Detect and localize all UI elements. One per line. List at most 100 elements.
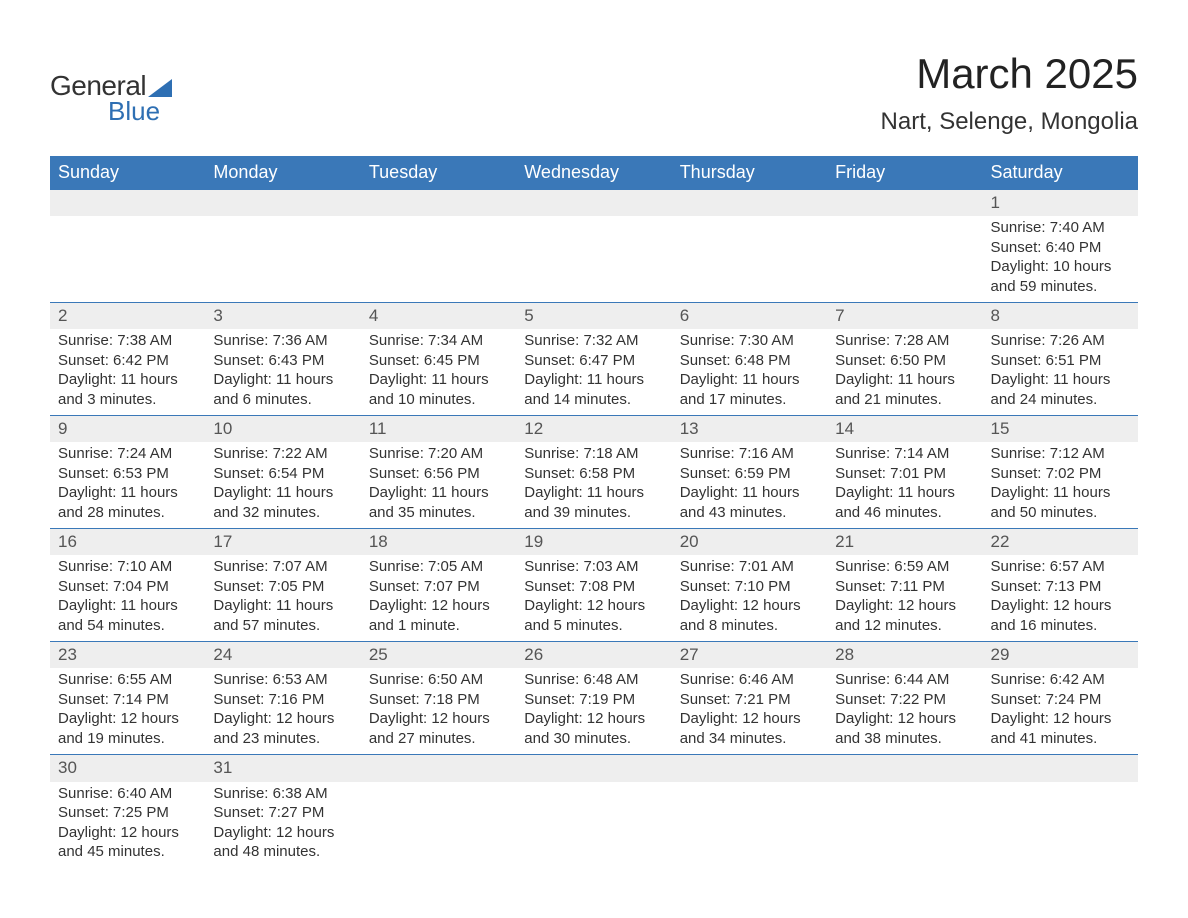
day-number: 1	[983, 190, 1138, 216]
day-number: 27	[672, 642, 827, 668]
day-content: Sunrise: 7:30 AMSunset: 6:48 PMDaylight:…	[672, 329, 827, 415]
sunrise-line: Sunrise: 6:44 AM	[835, 670, 974, 690]
daylight-line: Daylight: 12 hours and 34 minutes.	[680, 709, 819, 748]
calendar-cell: 16Sunrise: 7:10 AMSunset: 7:04 PMDayligh…	[50, 529, 205, 642]
calendar-cell	[516, 755, 671, 868]
day-content: Sunrise: 6:40 AMSunset: 7:25 PMDaylight:…	[50, 782, 205, 868]
calendar-cell	[983, 755, 1138, 868]
day-number: 24	[205, 642, 360, 668]
day-content	[205, 216, 360, 292]
day-number: 30	[50, 755, 205, 781]
day-number	[672, 190, 827, 216]
calendar-cell: 26Sunrise: 6:48 AMSunset: 7:19 PMDayligh…	[516, 642, 671, 755]
calendar-cell: 22Sunrise: 6:57 AMSunset: 7:13 PMDayligh…	[983, 529, 1138, 642]
day-content	[361, 216, 516, 292]
sunrise-line: Sunrise: 6:38 AM	[213, 784, 352, 804]
day-content: Sunrise: 7:16 AMSunset: 6:59 PMDaylight:…	[672, 442, 827, 528]
day-number: 17	[205, 529, 360, 555]
sunset-line: Sunset: 6:56 PM	[369, 464, 508, 484]
weekday-header: Wednesday	[516, 156, 671, 190]
day-number: 4	[361, 303, 516, 329]
calendar-cell	[672, 755, 827, 868]
calendar-week-row: 1Sunrise: 7:40 AMSunset: 6:40 PMDaylight…	[50, 190, 1138, 303]
sunrise-line: Sunrise: 6:55 AM	[58, 670, 197, 690]
day-number: 28	[827, 642, 982, 668]
calendar-week-row: 16Sunrise: 7:10 AMSunset: 7:04 PMDayligh…	[50, 529, 1138, 642]
sunrise-line: Sunrise: 7:07 AM	[213, 557, 352, 577]
day-number	[516, 755, 671, 781]
logo-text-blue: Blue	[108, 96, 160, 127]
sunrise-line: Sunrise: 7:16 AM	[680, 444, 819, 464]
calendar-week-row: 2Sunrise: 7:38 AMSunset: 6:42 PMDaylight…	[50, 303, 1138, 416]
sunrise-line: Sunrise: 6:59 AM	[835, 557, 974, 577]
sunrise-line: Sunrise: 7:03 AM	[524, 557, 663, 577]
calendar-cell: 17Sunrise: 7:07 AMSunset: 7:05 PMDayligh…	[205, 529, 360, 642]
sunrise-line: Sunrise: 7:12 AM	[991, 444, 1130, 464]
daylight-line: Daylight: 11 hours and 46 minutes.	[835, 483, 974, 522]
calendar-week-row: 30Sunrise: 6:40 AMSunset: 7:25 PMDayligh…	[50, 755, 1138, 868]
daylight-line: Daylight: 11 hours and 24 minutes.	[991, 370, 1130, 409]
sunrise-line: Sunrise: 6:53 AM	[213, 670, 352, 690]
day-content: Sunrise: 7:01 AMSunset: 7:10 PMDaylight:…	[672, 555, 827, 641]
day-content: Sunrise: 7:10 AMSunset: 7:04 PMDaylight:…	[50, 555, 205, 641]
day-content: Sunrise: 7:20 AMSunset: 6:56 PMDaylight:…	[361, 442, 516, 528]
day-content: Sunrise: 7:24 AMSunset: 6:53 PMDaylight:…	[50, 442, 205, 528]
sunset-line: Sunset: 7:19 PM	[524, 690, 663, 710]
sunset-line: Sunset: 7:13 PM	[991, 577, 1130, 597]
sunset-line: Sunset: 7:01 PM	[835, 464, 974, 484]
sunrise-line: Sunrise: 7:32 AM	[524, 331, 663, 351]
day-content	[983, 782, 1138, 790]
calendar-cell: 9Sunrise: 7:24 AMSunset: 6:53 PMDaylight…	[50, 416, 205, 529]
day-number: 10	[205, 416, 360, 442]
day-content: Sunrise: 7:38 AMSunset: 6:42 PMDaylight:…	[50, 329, 205, 415]
sunrise-line: Sunrise: 6:48 AM	[524, 670, 663, 690]
calendar-cell: 12Sunrise: 7:18 AMSunset: 6:58 PMDayligh…	[516, 416, 671, 529]
day-content: Sunrise: 6:57 AMSunset: 7:13 PMDaylight:…	[983, 555, 1138, 641]
sunrise-line: Sunrise: 6:40 AM	[58, 784, 197, 804]
sunset-line: Sunset: 7:25 PM	[58, 803, 197, 823]
daylight-line: Daylight: 11 hours and 43 minutes.	[680, 483, 819, 522]
daylight-line: Daylight: 11 hours and 21 minutes.	[835, 370, 974, 409]
sunrise-line: Sunrise: 7:05 AM	[369, 557, 508, 577]
day-content	[827, 782, 982, 790]
calendar-cell: 19Sunrise: 7:03 AMSunset: 7:08 PMDayligh…	[516, 529, 671, 642]
weekday-header: Friday	[827, 156, 982, 190]
daylight-line: Daylight: 12 hours and 27 minutes.	[369, 709, 508, 748]
sunset-line: Sunset: 6:47 PM	[524, 351, 663, 371]
brand-logo: General Blue	[50, 50, 172, 127]
calendar-cell: 10Sunrise: 7:22 AMSunset: 6:54 PMDayligh…	[205, 416, 360, 529]
daylight-line: Daylight: 11 hours and 35 minutes.	[369, 483, 508, 522]
calendar-cell: 7Sunrise: 7:28 AMSunset: 6:50 PMDaylight…	[827, 303, 982, 416]
day-number	[361, 755, 516, 781]
sunrise-line: Sunrise: 7:34 AM	[369, 331, 508, 351]
weekday-header-row: Sunday Monday Tuesday Wednesday Thursday…	[50, 156, 1138, 190]
sunset-line: Sunset: 7:22 PM	[835, 690, 974, 710]
calendar-cell: 14Sunrise: 7:14 AMSunset: 7:01 PMDayligh…	[827, 416, 982, 529]
day-number: 19	[516, 529, 671, 555]
sunrise-line: Sunrise: 7:36 AM	[213, 331, 352, 351]
calendar-cell: 6Sunrise: 7:30 AMSunset: 6:48 PMDaylight…	[672, 303, 827, 416]
day-content: Sunrise: 7:18 AMSunset: 6:58 PMDaylight:…	[516, 442, 671, 528]
day-number: 11	[361, 416, 516, 442]
day-number: 8	[983, 303, 1138, 329]
day-number: 5	[516, 303, 671, 329]
sunrise-line: Sunrise: 7:28 AM	[835, 331, 974, 351]
day-content: Sunrise: 6:55 AMSunset: 7:14 PMDaylight:…	[50, 668, 205, 754]
day-content: Sunrise: 7:14 AMSunset: 7:01 PMDaylight:…	[827, 442, 982, 528]
day-number	[50, 190, 205, 216]
day-number	[205, 190, 360, 216]
calendar-cell	[50, 190, 205, 303]
day-number	[827, 190, 982, 216]
calendar-cell: 18Sunrise: 7:05 AMSunset: 7:07 PMDayligh…	[361, 529, 516, 642]
day-number	[516, 190, 671, 216]
sunset-line: Sunset: 6:42 PM	[58, 351, 197, 371]
daylight-line: Daylight: 12 hours and 12 minutes.	[835, 596, 974, 635]
day-content: Sunrise: 7:34 AMSunset: 6:45 PMDaylight:…	[361, 329, 516, 415]
day-content: Sunrise: 6:53 AMSunset: 7:16 PMDaylight:…	[205, 668, 360, 754]
location-subtitle: Nart, Selenge, Mongolia	[881, 108, 1138, 136]
sunset-line: Sunset: 7:04 PM	[58, 577, 197, 597]
weekday-header: Saturday	[983, 156, 1138, 190]
daylight-line: Daylight: 12 hours and 23 minutes.	[213, 709, 352, 748]
sunrise-line: Sunrise: 6:50 AM	[369, 670, 508, 690]
day-content: Sunrise: 7:22 AMSunset: 6:54 PMDaylight:…	[205, 442, 360, 528]
